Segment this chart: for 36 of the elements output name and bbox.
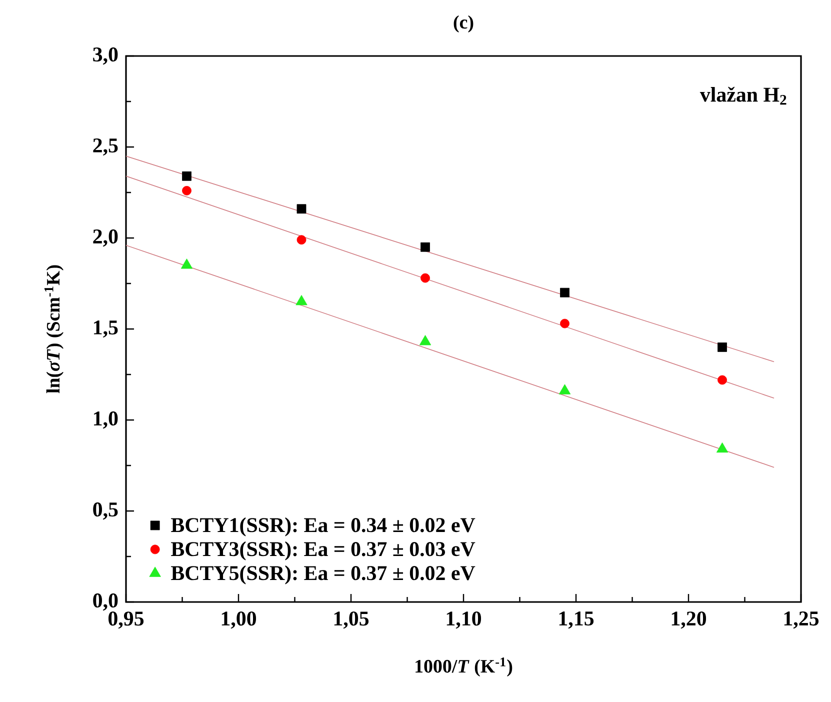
y-tick-label: 3,0 — [93, 47, 118, 65]
x-tick-label: 1,15 — [559, 612, 594, 629]
y-tick-label: 1,0 — [94, 411, 118, 429]
point — [560, 288, 570, 298]
y-tick-label: 0,0 — [93, 593, 118, 611]
point — [716, 442, 728, 453]
legend-label: BCTY3(SSR): Ea = 0.37 ± 0.03 eV — [171, 541, 476, 560]
legend-label: BCTY1(SSR): Ea = 0.34 ± 0.02 eV — [171, 517, 476, 536]
point — [560, 318, 570, 328]
point — [718, 375, 727, 385]
point — [419, 335, 432, 346]
point — [718, 342, 727, 352]
y-tick-label: 2,0 — [93, 229, 118, 247]
point — [420, 273, 430, 283]
y-tick-label: 2,5 — [93, 138, 118, 156]
point — [182, 171, 192, 181]
legend-label: BCTY5(SSR): Ea = 0.37 ± 0.02 eV — [171, 565, 476, 584]
point — [180, 258, 193, 269]
x-tick-label: 1,10 — [446, 612, 482, 629]
x-tick-label: 1,00 — [222, 612, 256, 629]
x-tick-label: 1,05 — [334, 612, 369, 629]
y-tick-label: 1,5 — [94, 320, 118, 338]
y-tick-label: 0,5 — [93, 502, 118, 520]
point — [296, 235, 306, 245]
x-tick-label: 1,20 — [672, 612, 706, 629]
point — [182, 186, 192, 196]
x-tick-label: 1,25 — [784, 612, 819, 629]
x-axis-title: 1000/T (K$^{-1}$) — [416, 658, 512, 677]
y-axis-title: ln(σT) (Scm$^{-1}$K) — [44, 265, 64, 394]
point — [296, 295, 308, 306]
annotation: vlažan H$_{2}$ — [700, 86, 786, 105]
chart-title: (c) — [454, 15, 474, 32]
x-tick-label: 0,95 — [108, 612, 144, 629]
point — [296, 204, 306, 214]
point — [420, 242, 430, 252]
point — [558, 384, 571, 394]
